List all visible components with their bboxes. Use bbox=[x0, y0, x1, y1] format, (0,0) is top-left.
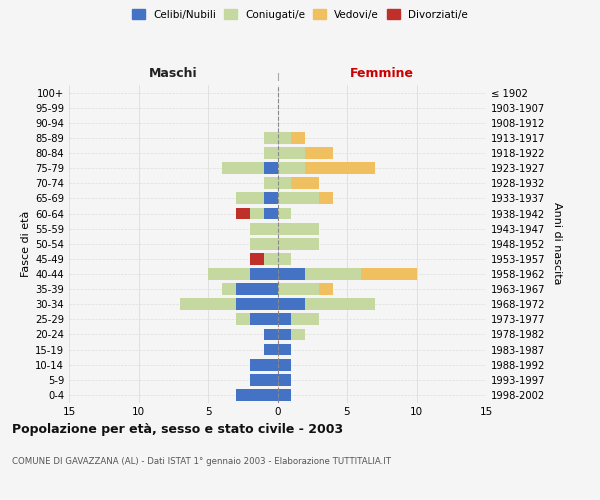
Bar bbox=[292, 328, 305, 340]
Bar bbox=[277, 389, 292, 401]
Bar bbox=[236, 208, 250, 220]
Y-axis label: Anni di nascita: Anni di nascita bbox=[552, 202, 562, 285]
Bar bbox=[263, 192, 277, 204]
Bar bbox=[263, 344, 277, 355]
Bar bbox=[319, 192, 333, 204]
Bar bbox=[277, 162, 305, 174]
Bar bbox=[277, 253, 292, 265]
Bar bbox=[250, 238, 277, 250]
Bar bbox=[292, 178, 319, 189]
Bar bbox=[305, 268, 361, 280]
Bar bbox=[250, 359, 277, 370]
Bar bbox=[263, 147, 277, 159]
Bar bbox=[277, 208, 292, 220]
Bar bbox=[292, 314, 319, 325]
Bar bbox=[277, 147, 305, 159]
Bar bbox=[305, 162, 375, 174]
Bar bbox=[277, 298, 305, 310]
Bar bbox=[236, 298, 277, 310]
Bar bbox=[236, 314, 250, 325]
Bar bbox=[277, 222, 319, 234]
Bar bbox=[250, 374, 277, 386]
Bar bbox=[277, 283, 319, 295]
Text: Femmine: Femmine bbox=[350, 67, 414, 80]
Bar bbox=[305, 298, 375, 310]
Bar bbox=[277, 238, 319, 250]
Bar bbox=[250, 222, 277, 234]
Bar bbox=[277, 132, 292, 144]
Bar bbox=[208, 268, 250, 280]
Bar bbox=[319, 283, 333, 295]
Bar bbox=[277, 314, 292, 325]
Bar bbox=[263, 328, 277, 340]
Bar bbox=[292, 132, 305, 144]
Bar bbox=[250, 253, 263, 265]
Bar bbox=[263, 132, 277, 144]
Bar bbox=[277, 178, 292, 189]
Bar bbox=[250, 268, 277, 280]
Bar bbox=[277, 328, 292, 340]
Text: Popolazione per età, sesso e stato civile - 2003: Popolazione per età, sesso e stato civil… bbox=[12, 422, 343, 436]
Bar bbox=[263, 178, 277, 189]
Y-axis label: Fasce di età: Fasce di età bbox=[21, 210, 31, 277]
Bar bbox=[180, 298, 236, 310]
Text: Maschi: Maschi bbox=[149, 67, 197, 80]
Text: COMUNE DI GAVAZZANA (AL) - Dati ISTAT 1° gennaio 2003 - Elaborazione TUTTITALIA.: COMUNE DI GAVAZZANA (AL) - Dati ISTAT 1°… bbox=[12, 458, 391, 466]
Bar bbox=[222, 283, 236, 295]
Bar bbox=[361, 268, 416, 280]
Bar bbox=[277, 374, 292, 386]
Bar bbox=[236, 192, 263, 204]
Bar bbox=[277, 344, 292, 355]
Bar bbox=[263, 208, 277, 220]
Legend: Celibi/Nubili, Coniugati/e, Vedovi/e, Divorziati/e: Celibi/Nubili, Coniugati/e, Vedovi/e, Di… bbox=[128, 5, 472, 24]
Bar bbox=[236, 283, 277, 295]
Bar bbox=[305, 147, 333, 159]
Bar bbox=[263, 253, 277, 265]
Bar bbox=[277, 192, 319, 204]
Bar bbox=[250, 208, 263, 220]
Bar bbox=[222, 162, 263, 174]
Bar bbox=[250, 314, 277, 325]
Bar bbox=[263, 162, 277, 174]
Bar bbox=[277, 268, 305, 280]
Bar bbox=[236, 389, 277, 401]
Bar bbox=[277, 359, 292, 370]
